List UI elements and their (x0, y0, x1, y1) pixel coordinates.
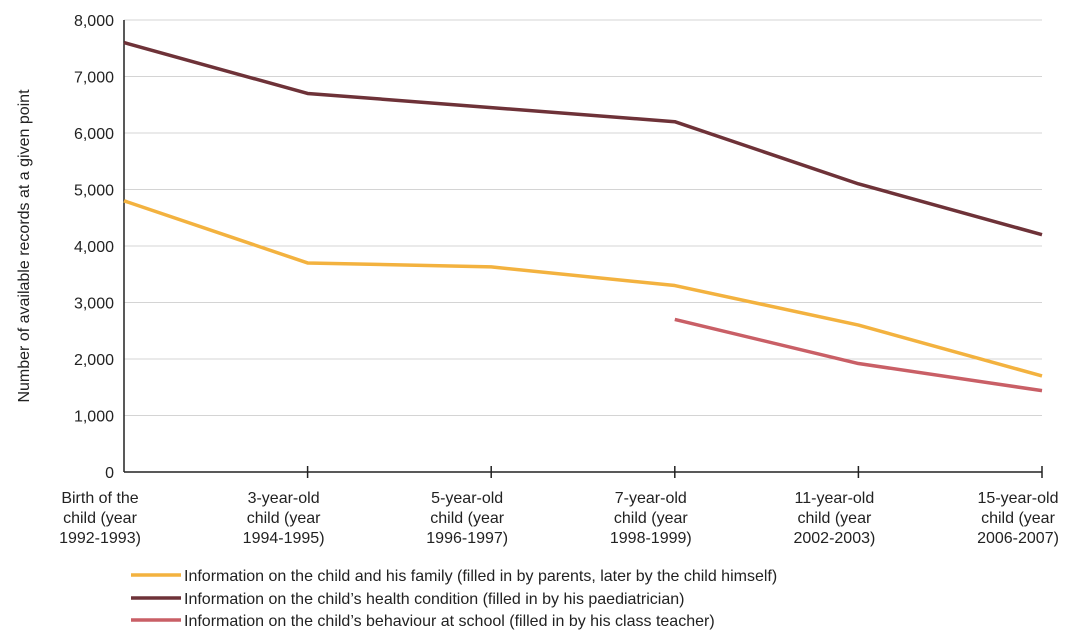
x-tick-label-line: 1992-1993) (59, 530, 141, 547)
y-tick-label: 8,000 (74, 13, 114, 30)
x-tick-label-line: 7-year-old (615, 490, 687, 507)
y-tick-label: 1,000 (74, 409, 114, 426)
x-tick-label-line: child (year (247, 510, 321, 527)
x-tick-label-line: 1994-1995) (243, 530, 325, 547)
x-tick-label-line: 2006-2007) (977, 530, 1059, 547)
y-tick-label: 0 (105, 465, 114, 482)
series-line-1 (123, 199, 1043, 378)
legend: Information on the child and his family … (131, 568, 777, 630)
x-tick-label-line: Birth of the (61, 490, 138, 507)
y-tick-label: 3,000 (74, 296, 114, 313)
x-tick-label-line: 1998-1999) (610, 530, 692, 547)
gridlines (124, 19, 1042, 416)
legend-label-1: Information on the child and his family … (184, 568, 777, 585)
legend-label-3: Information on the child’s behaviour at … (184, 613, 715, 630)
axes (123, 20, 1042, 473)
legend-label-2: Information on the child’s health condit… (184, 591, 684, 608)
x-tick-label-line: child (year (63, 510, 137, 527)
y-tick-label: 6,000 (74, 126, 114, 143)
series-line-2 (123, 40, 1043, 237)
x-tick-label-line: child (year (614, 510, 688, 527)
y-tick-label: 5,000 (74, 183, 114, 200)
y-axis-label: Number of available records at a given p… (16, 89, 33, 403)
x-tick-label-line: 5-year-old (431, 490, 503, 507)
y-tick-label: 2,000 (74, 352, 114, 369)
series-lines (123, 40, 1043, 393)
x-tick-label: 11-year-old child (year 2002-2003) (793, 490, 875, 547)
y-tick-label: 7,000 (74, 70, 114, 87)
x-tick-label-line: 1996-1997) (426, 530, 508, 547)
x-tick-label-line: child (year (430, 510, 504, 527)
x-tick-label-line: child (year (797, 510, 871, 527)
x-tick-label: Birth of the child (year 1992-1993) (59, 490, 141, 547)
x-tick-label-line: 11-year-old (795, 490, 875, 507)
y-axis-ticks: 0 1,000 2,000 3,000 4,000 5,000 6,000 7,000 8,00… (74, 13, 114, 482)
x-tick-label: 3-year-old child (year 1994-1995) (243, 490, 325, 547)
x-tick-label: 5-year-old child (year 1996-1997) (426, 490, 508, 547)
x-tick-label: 7-year-old child (year 1998-1999) (610, 490, 692, 547)
x-tick-label-line: 2002-2003) (793, 530, 875, 547)
series-line-3 (674, 317, 1043, 393)
x-axis-ticks: Birth of the child (year 1992-1993) 3-year-… (59, 466, 1059, 547)
x-tick-label-line: 3-year-old (248, 490, 320, 507)
y-tick-label: 4,000 (74, 239, 114, 256)
x-tick-label-line: child (year (981, 510, 1055, 527)
x-tick-label-line: 15-year-old (978, 490, 1059, 507)
x-tick-label: 15-year-old child (year 2006-2007) (977, 490, 1059, 547)
